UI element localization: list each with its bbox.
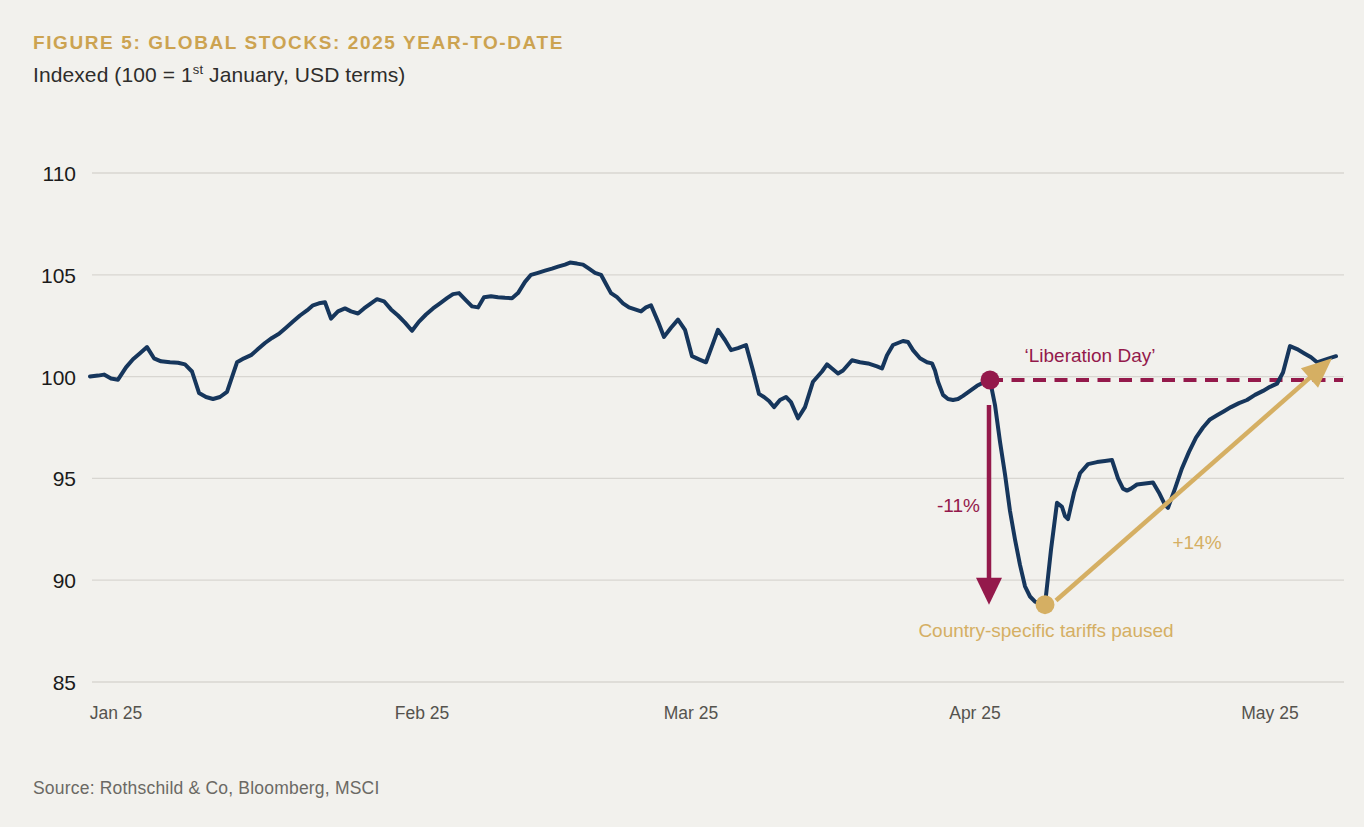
y-tick-label-85: 85 xyxy=(53,671,76,694)
price-line xyxy=(90,263,1336,605)
recovery-pct-label: +14% xyxy=(1172,532,1221,553)
recovery-arrow-shaft xyxy=(1056,374,1314,600)
liberation-day-label: ‘Liberation Day’ xyxy=(1025,345,1156,366)
x-tick-label-Feb-25: Feb 25 xyxy=(395,703,449,723)
source-note: Source: Rothschild & Co, Bloomberg, MSCI xyxy=(33,778,379,799)
y-tick-label-95: 95 xyxy=(53,467,76,490)
y-tick-label-110: 110 xyxy=(43,162,76,185)
x-tick-label-May-25: May 25 xyxy=(1241,703,1298,723)
stocks-line-chart: 110 105 100 95 90 85 Jan 25 Feb 25 Mar 25 Apr 25 M… xyxy=(0,0,1364,827)
drawdown-arrow-head xyxy=(976,578,1002,605)
tariffs-paused-label: Country-specific tariffs paused xyxy=(918,620,1173,641)
x-tick-label-Apr-25: Apr 25 xyxy=(949,703,1001,723)
y-tick-label-100: 100 xyxy=(41,366,76,389)
x-tick-label-Mar-25: Mar 25 xyxy=(664,703,718,723)
liberation-day-dot xyxy=(981,371,1000,390)
figure-page: FIGURE 5: GLOBAL STOCKS: 2025 YEAR-TO-DA… xyxy=(0,0,1364,827)
drawdown-pct-label: -11% xyxy=(937,495,980,516)
x-tick-label-Jan-25: Jan 25 xyxy=(90,703,143,723)
y-tick-label-90: 90 xyxy=(53,569,76,592)
y-tick-label-105: 105 xyxy=(41,264,76,287)
tariffs-paused-dot xyxy=(1036,595,1055,614)
